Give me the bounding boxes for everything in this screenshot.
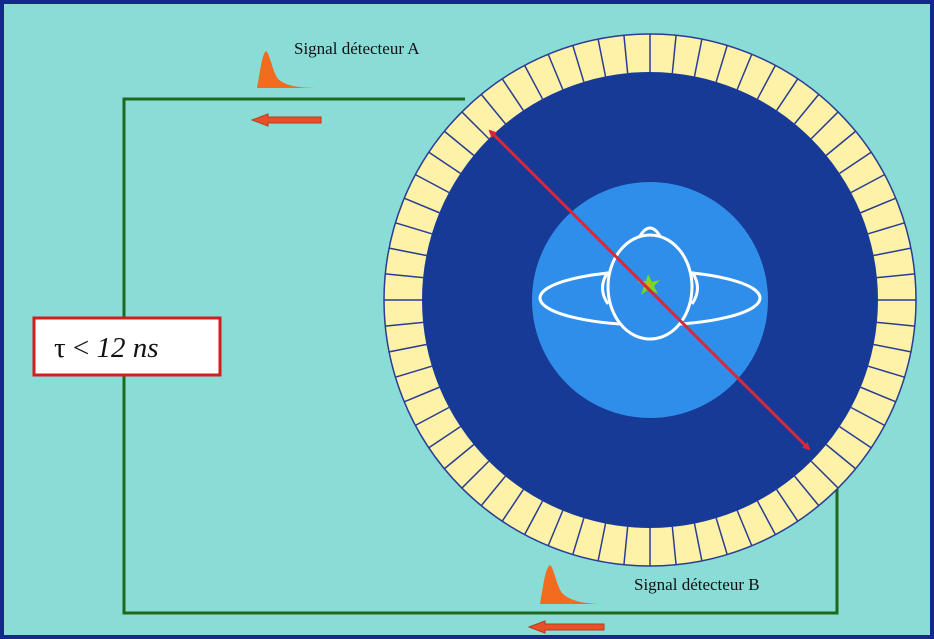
- detector-segment-divider: [671, 526, 677, 565]
- detector-segment-divider: [825, 130, 857, 156]
- detector-segment-divider: [736, 53, 753, 90]
- detector-segment-divider: [501, 78, 524, 111]
- timing-window-box: τ < 12 ns: [32, 316, 222, 377]
- timing-label: τ < 12 ns: [54, 332, 159, 364]
- detector-segment-divider: [794, 93, 820, 125]
- line-of-response: [488, 129, 811, 451]
- detector-segment-divider: [715, 517, 728, 555]
- detector-segment-divider: [403, 386, 440, 403]
- arrow-icon-b: [527, 620, 605, 634]
- detector-segment-divider: [623, 526, 629, 565]
- arrow-icon-a: [250, 113, 322, 127]
- detector-segment-divider: [693, 38, 703, 77]
- detector-segment-divider: [415, 173, 450, 194]
- circuit-wire: [122, 97, 839, 615]
- detector-segment-divider: [547, 53, 564, 90]
- detector-segment-divider: [385, 273, 424, 279]
- detector-segment-divider: [776, 489, 799, 522]
- detector-segment-divider: [671, 35, 677, 74]
- pulse-icon-a: [257, 51, 320, 88]
- detector-segment-divider: [547, 510, 564, 547]
- detector-segment-divider: [428, 151, 461, 174]
- detector-segment-divider: [810, 460, 839, 489]
- detector-segment-divider: [395, 222, 433, 235]
- detector-segment-divider: [501, 489, 524, 522]
- detector-segment-divider: [443, 130, 475, 156]
- detector-segment-divider: [839, 151, 872, 174]
- tau-symbol: τ: [54, 332, 66, 364]
- detector-segment-divider: [461, 111, 490, 140]
- detector-segment-divider: [388, 247, 427, 257]
- detector-segment-divider: [597, 523, 607, 562]
- detector-segment-divider: [839, 426, 872, 449]
- pulse-icon-b: [540, 565, 604, 604]
- label-detector-b: Signal détecteur B: [634, 575, 760, 594]
- detector-segment-divider: [867, 365, 905, 378]
- detector-segment-divider: [523, 65, 544, 100]
- detector-segment-divider: [395, 365, 433, 378]
- detector-segment-divider: [480, 93, 506, 125]
- detector-segment-divider: [776, 78, 799, 111]
- detector-segment-divider: [850, 173, 885, 194]
- detector-segment-divider: [756, 500, 777, 535]
- detector-segment-divider: [850, 406, 885, 427]
- detector-segment-divider: [385, 321, 424, 327]
- detector-segment-divider: [873, 247, 912, 257]
- detector-segment-divider: [873, 343, 912, 353]
- detector-segment-divider: [876, 273, 915, 279]
- detector-segment-divider: [810, 111, 839, 140]
- detector-segment-divider: [693, 523, 703, 562]
- detector-segment-divider: [756, 65, 777, 100]
- detector-segment-divider: [876, 321, 915, 327]
- detector-segment-divider: [825, 444, 857, 470]
- detector-segment-divider: [480, 475, 506, 507]
- detector-segment-divider: [523, 500, 544, 535]
- detector-segment-divider: [572, 517, 585, 555]
- detector-segment-divider: [597, 38, 607, 77]
- detector-segment-divider: [860, 386, 897, 403]
- detector-segment-divider: [443, 444, 475, 470]
- detector-segment-divider: [860, 197, 897, 214]
- timing-value: 12 ns: [97, 332, 159, 364]
- detector-segment-divider: [867, 222, 905, 235]
- less-than-sign: <: [73, 332, 89, 364]
- label-detector-a: Signal détecteur A: [294, 39, 420, 58]
- detector-segment-divider: [572, 45, 585, 83]
- detector-segment-divider: [623, 35, 629, 74]
- detector-segment-divider: [736, 510, 753, 547]
- detector-segment-divider: [403, 197, 440, 214]
- detector-segment-divider: [715, 45, 728, 83]
- detector-segment-divider: [388, 343, 427, 353]
- detector-segment-divider: [461, 460, 490, 489]
- detector-segment-divider: [415, 406, 450, 427]
- detector-segment-divider: [794, 475, 820, 507]
- detector-segment-divider: [428, 426, 461, 449]
